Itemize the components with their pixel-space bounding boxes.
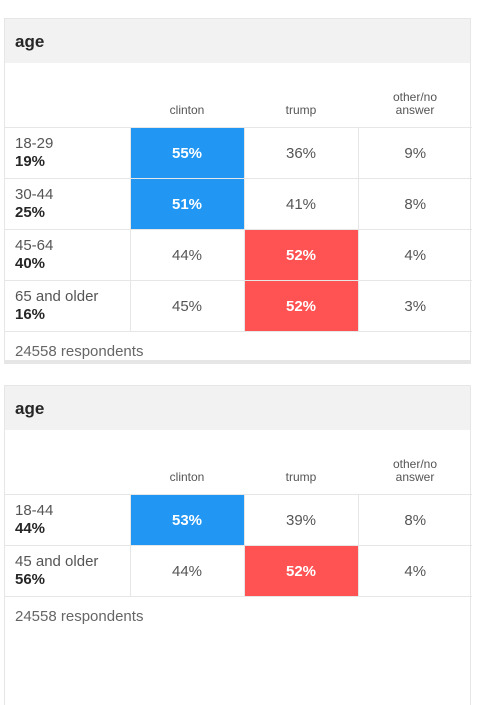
row-label: 45 and older 56%: [5, 545, 130, 597]
row-label: 18-29 19%: [5, 127, 130, 179]
cell-trump: 39%: [243, 494, 358, 546]
respondents-count: 24558 respondents: [15, 608, 144, 625]
header-trump: trump: [244, 63, 358, 128]
group-share: 16%: [15, 306, 46, 323]
respondents-count: 24558 respondents: [15, 343, 144, 360]
results-table: clinton trump other/no answer 18-29 19% 5…: [5, 63, 472, 332]
cell-other: 4%: [357, 545, 472, 597]
results-table: clinton trump other/no answer 18-44 44% 5…: [5, 430, 472, 597]
table-row: 45-64 40% 44% 52% 4%: [5, 229, 472, 281]
cell-other: 8%: [357, 178, 472, 230]
header-trump: trump: [244, 430, 358, 495]
exit-poll-card-age-detailed: age clinton trump other/no answer 18-29 1…: [4, 18, 472, 364]
cell-clinton: 45%: [129, 280, 244, 332]
row-label: 30-44 25%: [5, 178, 130, 230]
header-row: clinton trump other/no answer: [5, 63, 472, 128]
group-share: 56%: [15, 571, 46, 588]
cell-clinton: 53%: [129, 494, 244, 546]
group-name: 18-44: [15, 502, 54, 519]
card-title: age: [5, 386, 470, 430]
header-row: clinton trump other/no answer: [5, 430, 472, 495]
group-share: 44%: [15, 520, 46, 537]
row-label: 45-64 40%: [5, 229, 130, 281]
group-name: 18-29: [15, 135, 54, 152]
cell-trump: 41%: [243, 178, 358, 230]
cell-clinton: 44%: [129, 545, 244, 597]
exit-poll-card-age-summary: age clinton trump other/no answer 18-44 4…: [4, 385, 472, 705]
header-clinton: clinton: [130, 63, 244, 128]
cell-clinton: 51%: [129, 178, 244, 230]
header-other: other/no answer: [358, 430, 472, 495]
group-name: 65 and older: [15, 288, 99, 305]
header-blank: [5, 63, 130, 128]
table-row: 30-44 25% 51% 41% 8%: [5, 178, 472, 230]
group-share: 25%: [15, 204, 46, 221]
group-name: 45-64: [15, 237, 54, 254]
table-row: 18-29 19% 55% 36% 9%: [5, 127, 472, 179]
row-label: 65 and older 16%: [5, 280, 130, 332]
cell-clinton: 55%: [129, 127, 244, 179]
cell-clinton: 44%: [129, 229, 244, 281]
group-name: 30-44: [15, 186, 54, 203]
header-other: other/no answer: [358, 63, 472, 128]
header-blank: [5, 430, 130, 495]
cell-other: 4%: [357, 229, 472, 281]
row-label: 18-44 44%: [5, 494, 130, 546]
cell-other: 8%: [357, 494, 472, 546]
header-clinton: clinton: [130, 430, 244, 495]
group-name: 45 and older: [15, 553, 99, 570]
table-row: 65 and older 16% 45% 52% 3%: [5, 280, 472, 332]
cell-trump: 52%: [243, 545, 358, 597]
group-share: 40%: [15, 255, 46, 272]
table-row: 18-44 44% 53% 39% 8%: [5, 494, 472, 546]
group-share: 19%: [15, 153, 46, 170]
cell-other: 9%: [357, 127, 472, 179]
cell-other: 3%: [357, 280, 472, 332]
table-row: 45 and older 56% 44% 52% 4%: [5, 545, 472, 597]
cell-trump: 52%: [243, 229, 358, 281]
card-title: age: [5, 19, 470, 63]
cell-trump: 36%: [243, 127, 358, 179]
cell-trump: 52%: [243, 280, 358, 332]
